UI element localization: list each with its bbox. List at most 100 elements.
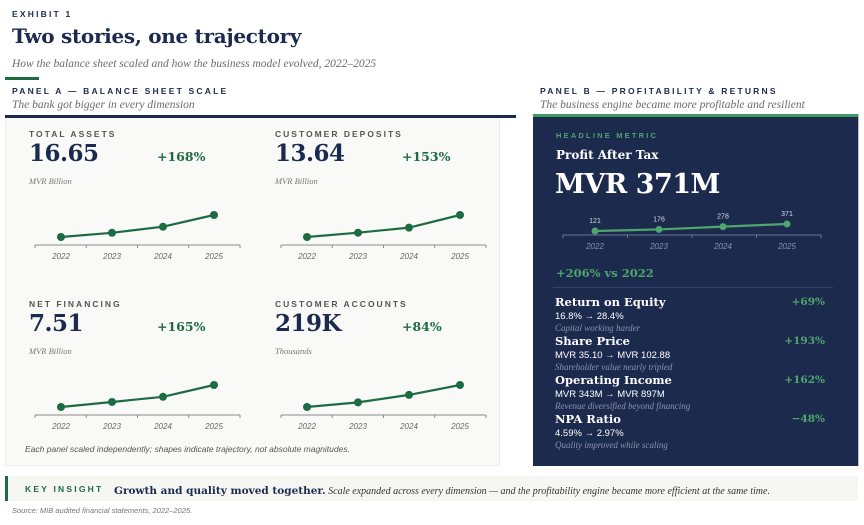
- metric-customer-accounts: CUSTOMER ACCOUNTS 219K +84% Thousands 20…: [275, 299, 515, 469]
- x-tick-label: 2023: [649, 242, 668, 251]
- key-insight-bar: KEY INSIGHT Growth and quality moved tog…: [5, 476, 858, 501]
- metric-value: 219K: [275, 310, 342, 337]
- data-label: 371: [781, 211, 793, 218]
- kpi-npa-ratio: NPA Ratio −48% 4.59% → 2.97% Quality imp…: [555, 412, 825, 450]
- metric-label: CUSTOMER ACCOUNTS: [275, 299, 408, 309]
- x-tick-label: 2023: [348, 422, 367, 431]
- data-label: 121: [589, 218, 601, 225]
- exhibit-label: EXHIBIT 1: [12, 9, 73, 19]
- kpi-range: 4.59% → 2.97%: [555, 428, 624, 439]
- accent-rule: [5, 77, 39, 80]
- data-point: [591, 227, 599, 235]
- panel-a-label: PANEL A — BALANCE SHEET SCALE: [12, 86, 229, 96]
- metric-change: +84%: [402, 319, 442, 334]
- panel-a-footnote: Each panel scaled independently; shapes …: [25, 444, 350, 454]
- kpi-change: +193%: [784, 335, 825, 347]
- metric-unit: MVR Billion: [29, 176, 72, 186]
- kpi-return-on-equity: Return on Equity +69% 16.8% → 28.4% Capi…: [555, 295, 825, 333]
- panel-b-label: PANEL B — PROFITABILITY & RETURNS: [540, 86, 778, 96]
- sparkline-customer-deposits: 2022 2023 2024 2025: [280, 211, 487, 261]
- kpi-range: 16.8% → 28.4%: [555, 311, 624, 322]
- data-point: [405, 390, 413, 399]
- metric-unit: Thousands: [275, 346, 312, 356]
- data-label: 278: [717, 214, 729, 221]
- data-point: [655, 225, 663, 233]
- x-tick-label: 2022: [297, 422, 316, 431]
- metric-change: +153%: [402, 149, 451, 164]
- divider: [553, 287, 833, 288]
- data-point: [159, 222, 167, 231]
- x-tick-label: 2022: [51, 422, 70, 431]
- data-point: [719, 223, 727, 231]
- kpi-name: Return on Equity: [555, 295, 666, 309]
- data-point: [456, 211, 464, 219]
- data-point: [159, 392, 167, 401]
- x-tick-label: 2025: [204, 252, 223, 261]
- x-tick-label: 2023: [102, 422, 121, 431]
- panel-a: [5, 118, 500, 466]
- data-point: [303, 403, 311, 411]
- metric-value: 13.64: [275, 140, 345, 167]
- x-tick-label: 2022: [51, 252, 70, 261]
- metric-label: NET FINANCING: [29, 299, 122, 309]
- x-tick-label: 2022: [297, 252, 316, 261]
- sparkline-total-assets: 2022 2023 2024 2025: [34, 211, 241, 261]
- kpi-note: Shareholder value nearly tripled: [555, 362, 673, 372]
- data-point: [783, 220, 791, 228]
- series-line: [60, 383, 215, 409]
- page-title: Two stories, one trajectory: [12, 24, 302, 48]
- metric-customer-deposits: CUSTOMER DEPOSITS 13.64 +153% MVR Billio…: [275, 129, 515, 299]
- x-tick-label: 2025: [777, 242, 796, 251]
- kpi-change: +162%: [784, 374, 825, 386]
- headline-metric-value: MVR 371M: [555, 169, 720, 200]
- kpi-name: Operating Income: [555, 373, 672, 387]
- kpi-change: −48%: [791, 413, 825, 425]
- data-point: [108, 397, 116, 406]
- kpi-range: MVR 343M → MVR 897M: [555, 389, 665, 400]
- x-tick-label: 2024: [399, 422, 418, 431]
- x-tick-label: 2023: [348, 252, 367, 261]
- x-tick-label: 2024: [713, 242, 732, 251]
- x-tick-label: 2025: [450, 252, 469, 261]
- metric-value: 16.65: [29, 140, 99, 167]
- page-subtitle: How the balance sheet scaled and how the…: [12, 58, 377, 70]
- key-insight-headline: Growth and quality moved together.: [114, 485, 326, 497]
- data-point: [57, 233, 65, 241]
- series-line: [594, 222, 788, 233]
- data-point: [405, 223, 413, 232]
- data-point: [210, 381, 218, 389]
- sparkline-customer-accounts: 2022 2023 2024 2025: [280, 381, 487, 431]
- data-point: [354, 398, 362, 407]
- data-point: [456, 381, 464, 389]
- x-tick-label: 2024: [399, 252, 418, 261]
- metric-label: CUSTOMER DEPOSITS: [275, 129, 403, 139]
- series-line: [306, 213, 461, 239]
- key-insight-text: Growth and quality moved together. Scale…: [114, 481, 770, 499]
- metric-value: 7.51: [29, 310, 84, 337]
- data-point: [210, 211, 218, 219]
- series-line: [306, 383, 461, 409]
- x-tick-label: 2024: [153, 422, 172, 431]
- data-label: 176: [653, 216, 665, 223]
- data-point: [354, 228, 362, 237]
- data-point: [108, 228, 116, 237]
- x-tick-label: 2022: [585, 242, 604, 251]
- metric-net-financing: NET FINANCING 7.51 +165% MVR Billion 202…: [29, 299, 269, 469]
- key-insight-label: KEY INSIGHT: [25, 484, 104, 494]
- x-tick-label: 2024: [153, 252, 172, 261]
- kpi-operating-income: Operating Income +162% MVR 343M → MVR 89…: [555, 373, 825, 411]
- data-point: [57, 403, 65, 411]
- kpi-note: Revenue diversified beyond financing: [555, 401, 691, 411]
- kpi-range: MVR 35.10 → MVR 102.88: [555, 350, 671, 361]
- kpi-note: Quality improved while scaling: [555, 440, 668, 450]
- headline-metric-label: HEADLINE METRIC: [556, 131, 659, 140]
- data-point: [303, 233, 311, 241]
- headline-metric-title: Profit After Tax: [556, 148, 659, 162]
- panel-b-subtitle: The business engine became more profitab…: [540, 99, 805, 111]
- key-insight-body: Scale expanded across every dimension — …: [325, 486, 770, 497]
- sparkline-net-financing: 2022 2023 2024 2025: [34, 381, 241, 431]
- series-line: [60, 213, 215, 239]
- metric-label: TOTAL ASSETS: [29, 129, 117, 139]
- kpi-name: Share Price: [555, 334, 630, 348]
- kpi-share-price: Share Price +193% MVR 35.10 → MVR 102.88…: [555, 334, 825, 372]
